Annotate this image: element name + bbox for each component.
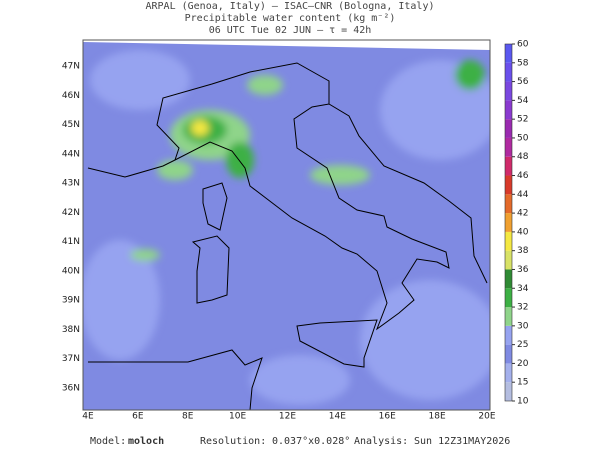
colorbar-label: 60 (517, 40, 529, 50)
colorbar-segment (505, 44, 512, 63)
colorbar-label: 58 (517, 58, 529, 68)
colorbar-segment (505, 250, 512, 270)
colorbar-segment (505, 62, 512, 82)
colorbar-segment (505, 81, 512, 101)
colorbar-segment (505, 288, 512, 308)
field-shading (83, 50, 490, 405)
colorbar-label: 38 (517, 246, 529, 256)
colorbar-label: 25 (517, 340, 528, 350)
colorbar-label: 54 (517, 96, 529, 106)
colorbar-frame (504, 43, 513, 402)
footer-value: moloch (128, 436, 164, 447)
coastlines (87, 62, 488, 410)
title-line: ARPAL (Genoa, Italy) — ISAC–CNR (Bologna… (146, 1, 435, 12)
lon-label: 8E (182, 412, 194, 422)
colorbar-segment (505, 269, 512, 289)
colorbar-segment (505, 119, 512, 138)
lat-label: 41N (62, 237, 80, 247)
colorbar-segment (505, 156, 512, 176)
title-line: Precipitable water content (kg m⁻²) (185, 13, 396, 24)
lat-label: 38N (62, 325, 80, 335)
footer-label: Resolution: (200, 436, 266, 447)
colorbar-label: 10 (517, 397, 529, 407)
lat-label: 44N (62, 149, 80, 159)
footer-value: Sun 12Z31MAY2026 (414, 436, 510, 447)
lat-label: 45N (62, 120, 80, 130)
lat-label: 39N (62, 296, 80, 306)
lat-label: 37N (62, 354, 80, 364)
lon-label: 12E (279, 412, 296, 422)
map-field (83, 42, 490, 410)
lon-label: 16E (379, 412, 396, 422)
lat-label: 40N (62, 266, 80, 276)
lon-label: 18E (429, 412, 446, 422)
lat-label: 47N (62, 62, 80, 72)
lat-label: 43N (62, 179, 80, 189)
lon-label: 10E (229, 412, 246, 422)
colorbar-segment (505, 137, 512, 157)
colorbar-segment (505, 213, 512, 232)
colorbar-segment (505, 175, 512, 195)
lat-label: 36N (62, 384, 80, 394)
lon-label: 20E (478, 412, 495, 422)
colorbar-segment (505, 194, 512, 214)
colorbar-label: 56 (517, 77, 529, 87)
colorbar-segment (505, 325, 512, 345)
lat-label: 42N (62, 208, 80, 218)
colorbar-label: 52 (517, 115, 528, 125)
footer: Model: moloch Resolution: 0.037°x0.028° … (90, 436, 510, 447)
colorbar-label: 30 (517, 321, 529, 331)
colorbar-label: 40 (517, 227, 529, 237)
colorbar-segment (505, 100, 512, 120)
footer-label: Model: (90, 436, 126, 447)
footer-value: 0.037°x0.028° (272, 436, 350, 447)
colorbar-label: 20 (517, 359, 529, 369)
colorbar-label: 42 (517, 209, 528, 219)
colorbar-label: 50 (517, 133, 529, 143)
colorbar-segment (505, 363, 512, 383)
colorbar-label: 48 (517, 152, 529, 162)
colorbar-segment (505, 231, 512, 251)
colorbar-label: 36 (517, 265, 529, 275)
footer-label: Analysis: (354, 436, 408, 447)
colorbar-segment (505, 307, 512, 326)
colorbar-label: 32 (517, 303, 528, 313)
colorbar-label: 46 (517, 171, 529, 181)
lon-label: 6E (132, 412, 144, 422)
title-line: 06 UTC Tue 02 JUN — τ = 42h (209, 25, 372, 36)
colorbar-label: 44 (517, 190, 529, 200)
lon-label: 4E (82, 412, 94, 422)
colorbar-label: 15 (517, 378, 528, 388)
map-frame (82, 39, 491, 411)
lon-label: 14E (329, 412, 346, 422)
colorbar-label: 34 (517, 284, 529, 294)
colorbar-segment (505, 344, 512, 364)
lat-label: 46N (62, 91, 80, 101)
colorbar-segment (505, 382, 512, 401)
